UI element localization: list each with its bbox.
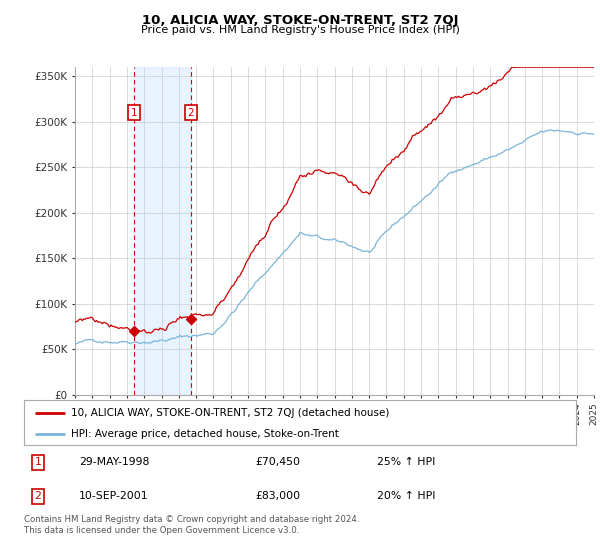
Text: 20% ↑ HPI: 20% ↑ HPI — [377, 491, 436, 501]
Text: 1: 1 — [131, 108, 137, 118]
Text: 2: 2 — [34, 491, 41, 501]
Text: £83,000: £83,000 — [256, 491, 301, 501]
Text: 10, ALICIA WAY, STOKE-ON-TRENT, ST2 7QJ: 10, ALICIA WAY, STOKE-ON-TRENT, ST2 7QJ — [142, 14, 458, 27]
Text: 10, ALICIA WAY, STOKE-ON-TRENT, ST2 7QJ (detached house): 10, ALICIA WAY, STOKE-ON-TRENT, ST2 7QJ … — [71, 408, 389, 418]
Bar — [134, 67, 191, 395]
Text: £70,450: £70,450 — [256, 457, 301, 467]
Text: 10-SEP-2001: 10-SEP-2001 — [79, 491, 149, 501]
Text: Contains HM Land Registry data © Crown copyright and database right 2024.
This d: Contains HM Land Registry data © Crown c… — [24, 515, 359, 535]
Text: 2: 2 — [187, 108, 194, 118]
Text: 29-MAY-1998: 29-MAY-1998 — [79, 457, 149, 467]
Text: 1: 1 — [34, 457, 41, 467]
Text: 25% ↑ HPI: 25% ↑ HPI — [377, 457, 436, 467]
Text: HPI: Average price, detached house, Stoke-on-Trent: HPI: Average price, detached house, Stok… — [71, 428, 339, 438]
Text: Price paid vs. HM Land Registry's House Price Index (HPI): Price paid vs. HM Land Registry's House … — [140, 25, 460, 35]
